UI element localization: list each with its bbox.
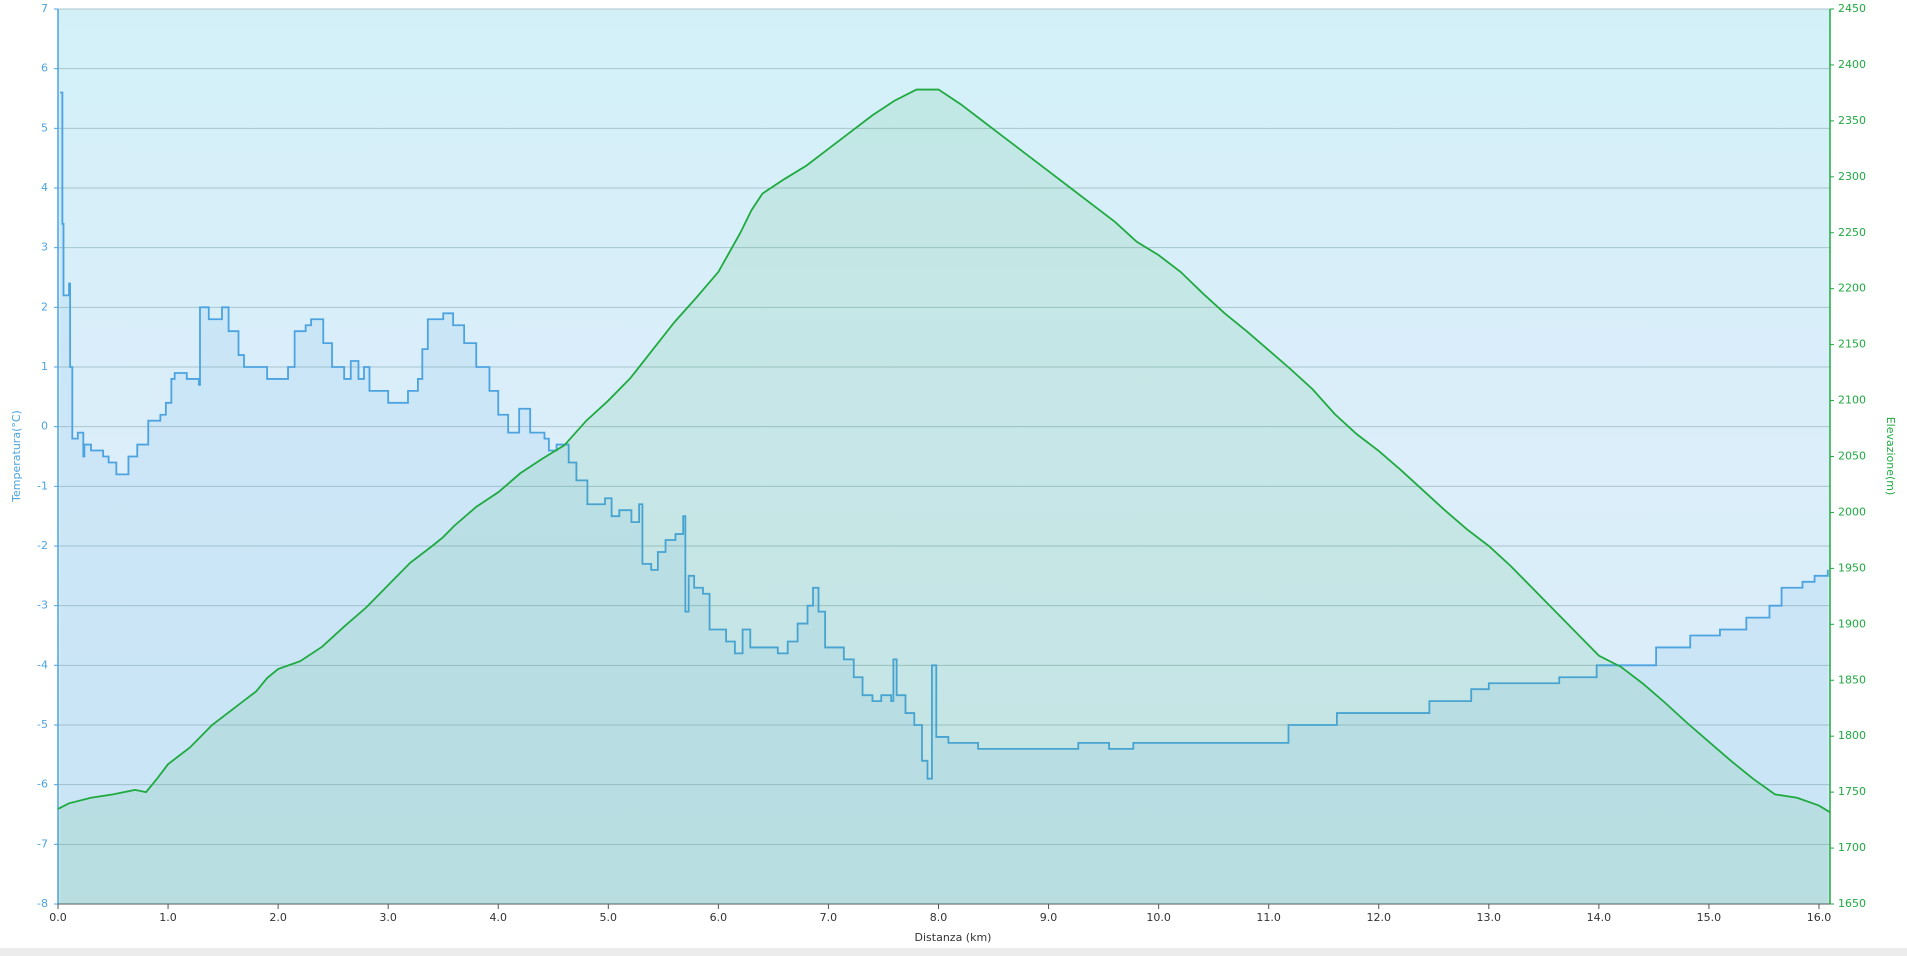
y2-tick-label: 2450 — [1838, 2, 1866, 15]
x-tick-label: 4.0 — [489, 911, 507, 924]
x-tick-label: 14.0 — [1587, 911, 1612, 924]
y2-tick-label: 2200 — [1838, 282, 1866, 295]
y-tick-label: 7 — [41, 2, 48, 15]
y-axis-title: Temperatura(°C) — [10, 410, 23, 503]
y2-tick-label: 1650 — [1838, 897, 1866, 910]
y2-tick-label: 2350 — [1838, 114, 1866, 127]
series-area — [60, 92, 1828, 904]
bottom-strip — [0, 948, 1907, 956]
series-line — [57, 88, 1831, 814]
y2-axis-title: Elevazione(m) — [1884, 417, 1897, 496]
x-tick-label: 11.0 — [1256, 911, 1281, 924]
series-line — [60, 91, 1829, 780]
y2-tick-label: 2000 — [1838, 505, 1866, 518]
x-tick-label: 9.0 — [1040, 911, 1058, 924]
y2-tick-label: 1950 — [1838, 561, 1866, 574]
y-tick-label: 3 — [41, 241, 48, 254]
y2-tick-label: 2250 — [1838, 226, 1866, 239]
y-tick-label: 4 — [41, 181, 48, 194]
y2-tick-label: 1850 — [1838, 673, 1866, 686]
y-tick-label: -2 — [37, 539, 48, 552]
y-tick-label: 2 — [41, 300, 48, 313]
x-tick-label: 8.0 — [930, 911, 948, 924]
y2-tick-label: 1700 — [1838, 841, 1866, 854]
x-tick-label: 12.0 — [1366, 911, 1391, 924]
x-tick-label: 10.0 — [1146, 911, 1171, 924]
x-tick-label: 5.0 — [600, 911, 618, 924]
x-tick-label: 15.0 — [1697, 911, 1722, 924]
series-area — [58, 89, 1830, 905]
y2-tick-label: 2300 — [1838, 170, 1866, 183]
y-tick-label: -5 — [37, 718, 48, 731]
x-tick-label: 7.0 — [820, 911, 838, 924]
y2-tick-label: 2150 — [1838, 338, 1866, 351]
y-tick-label: -4 — [37, 658, 48, 671]
y2-tick-label: 1750 — [1838, 785, 1866, 798]
y-tick-label: -7 — [37, 837, 48, 850]
x-tick-label: 0.0 — [49, 911, 67, 924]
y-tick-label: 6 — [41, 62, 48, 75]
plot-background — [58, 9, 1830, 904]
x-axis-title: Distanza (km) — [915, 931, 992, 944]
y-tick-label: -1 — [37, 479, 48, 492]
y-tick-label: -8 — [37, 897, 48, 910]
x-tick-label: 13.0 — [1477, 911, 1502, 924]
x-tick-label: 2.0 — [269, 911, 287, 924]
y-tick-label: 5 — [41, 121, 48, 134]
y-tick-label: 1 — [41, 360, 48, 373]
y2-tick-label: 2050 — [1838, 450, 1866, 463]
x-tick-label: 6.0 — [710, 911, 728, 924]
y2-tick-label: 1800 — [1838, 729, 1866, 742]
y2-tick-label: 2400 — [1838, 58, 1866, 71]
x-tick-label: 16.0 — [1807, 911, 1832, 924]
y-tick-label: -3 — [37, 599, 48, 612]
y2-tick-label: 2100 — [1838, 394, 1866, 407]
x-tick-label: 1.0 — [159, 911, 177, 924]
y-tick-label: 0 — [41, 420, 48, 433]
y-tick-label: -6 — [37, 778, 48, 791]
x-tick-label: 3.0 — [379, 911, 397, 924]
y2-tick-label: 1900 — [1838, 617, 1866, 630]
